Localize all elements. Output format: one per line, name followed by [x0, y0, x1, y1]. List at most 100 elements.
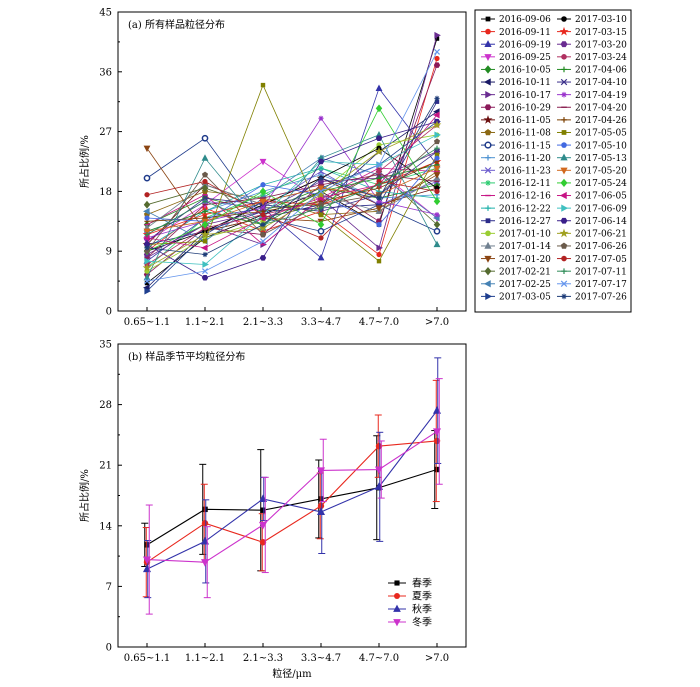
legend-label: 2016-10-05	[499, 66, 551, 76]
legend-label: 2017-03-10	[575, 15, 627, 25]
a-data-point	[202, 208, 208, 214]
legend-label: 2017-06-14	[575, 217, 627, 227]
a-series-2017-06-21	[142, 120, 442, 272]
panel-a-legend: 2016-09-06 2016-09-11 2016-09-19 2016-09-25…	[474, 9, 632, 313]
a-series-line	[146, 134, 438, 278]
legend-marker	[561, 66, 567, 73]
panel-a-legend-item-2016-11-05: 2016-11-05	[481, 115, 551, 126]
legend-marker	[559, 191, 567, 200]
legend-marker	[561, 268, 567, 274]
panel-a-legend-item-2016-09-11: 2016-09-11	[481, 28, 551, 38]
a-series-line	[146, 87, 438, 262]
a-data-point	[433, 48, 441, 55]
legend-label: 2017-03-20	[575, 40, 627, 50]
a-y-tick-label: 27	[99, 127, 112, 138]
panel-a-legend-item-2017-07-17: 2017-07-17	[557, 280, 627, 290]
legend-label: 2017-04-20	[575, 103, 627, 113]
b-series-line	[146, 469, 438, 546]
a-series-line	[146, 121, 438, 279]
a-data-point	[260, 212, 266, 218]
panel-a-legend-item-2016-11-23: 2016-11-23	[481, 167, 551, 177]
a-data-point	[143, 145, 151, 153]
a-data-point	[434, 31, 441, 39]
legend-label: 2017-06-09	[575, 204, 627, 214]
legend-label: 2016-11-23	[499, 167, 551, 177]
a-data-point	[376, 178, 382, 185]
legend-marker	[394, 593, 400, 599]
panel-a-legend-item-2017-04-20: 2017-04-20	[557, 103, 627, 113]
panel-a-series-group	[142, 31, 442, 295]
a-data-point	[318, 165, 324, 171]
legend-marker	[561, 293, 567, 300]
a-data-point	[142, 263, 152, 272]
a-data-point	[375, 205, 383, 212]
b-x-tick-label: 4.7~7.0	[359, 653, 399, 664]
panel-a-legend-item-2016-10-11: 2016-10-11	[481, 78, 551, 88]
b-series-item	[142, 357, 442, 599]
a-y-tick-label: 45	[99, 8, 112, 19]
a-series-line	[146, 174, 438, 259]
legend-marker	[485, 180, 491, 186]
a-data-point	[434, 188, 440, 194]
a-data-point	[202, 198, 208, 204]
panel-b-legend-item-item: 春季	[388, 578, 432, 590]
b-data-point	[318, 496, 324, 502]
legend-marker	[484, 54, 492, 61]
legend-label: 夏季	[412, 591, 432, 603]
a-data-point	[201, 268, 209, 275]
panel-a-legend-item-2017-04-06: 2017-04-06	[557, 66, 627, 76]
legend-marker	[561, 204, 569, 212]
legend-marker	[561, 255, 567, 262]
b-y-tick-label: 35	[99, 340, 112, 351]
legend-label: 2016-09-19	[499, 40, 551, 50]
legend-marker	[484, 65, 492, 74]
legend-label: 2016-10-11	[499, 78, 551, 88]
a-series-2017-07-26	[144, 95, 440, 258]
legend-marker	[560, 280, 568, 288]
a-y-tick-label: 36	[99, 67, 112, 78]
panel-a-legend-item-2017-06-05: 2017-06-05	[557, 192, 627, 202]
b-data-point	[433, 437, 441, 445]
panel-a-legend-item-2017-05-13: 2017-05-13	[557, 153, 627, 164]
a-data-point	[434, 212, 440, 218]
a-data-point	[259, 187, 267, 196]
a-data-point	[143, 207, 150, 215]
a-series-line	[146, 141, 438, 252]
a-data-point	[318, 235, 324, 241]
a-data-point	[144, 231, 150, 238]
a-data-point	[433, 111, 440, 119]
a-series-2016-12-11	[144, 165, 440, 271]
panel-a-legend-item-2016-12-16: 2016-12-16	[481, 192, 551, 202]
a-data-point	[318, 175, 324, 181]
legend-label: 2016-09-06	[499, 15, 551, 25]
b-data-point	[316, 467, 326, 475]
legend-label: 2016-12-16	[499, 192, 551, 202]
panel-a-legend-item-2017-05-20: 2017-05-20	[557, 167, 627, 177]
a-data-point	[374, 146, 384, 156]
legend-label: 2016-10-29	[499, 103, 551, 113]
panel-b-legend-item-item: 夏季	[388, 591, 432, 603]
panel-a-legend-item-2017-03-15: 2017-03-15	[557, 26, 627, 38]
a-data-point	[433, 165, 441, 173]
legend-marker	[560, 41, 568, 48]
a-data-point	[144, 287, 151, 295]
panel-a-legend-item-2017-01-10: 2017-01-10	[481, 230, 551, 240]
a-data-point	[201, 154, 209, 161]
a-series-line	[146, 181, 438, 239]
legend-marker	[393, 619, 401, 627]
a-series-2016-09-06	[144, 36, 440, 286]
a-data-point	[144, 257, 151, 265]
legend-label: 2017-01-14	[499, 242, 551, 252]
legend-label: 2017-07-17	[575, 280, 627, 290]
panel-a-legend-item-2017-04-19: 2017-04-19	[557, 91, 627, 101]
panel-a-legend-item-2017-07-11: 2017-07-11	[557, 267, 627, 277]
a-data-point	[434, 131, 441, 139]
a-x-tick-label: 3.3~4.7	[301, 317, 341, 328]
a-series-line	[146, 177, 438, 229]
legend-marker	[559, 26, 569, 36]
legend-label: 2017-02-21	[499, 267, 551, 277]
a-data-point	[376, 251, 382, 258]
panel-a-legend-frame	[474, 9, 632, 313]
panel-a-legend-item-2016-09-06: 2016-09-06	[481, 15, 551, 25]
